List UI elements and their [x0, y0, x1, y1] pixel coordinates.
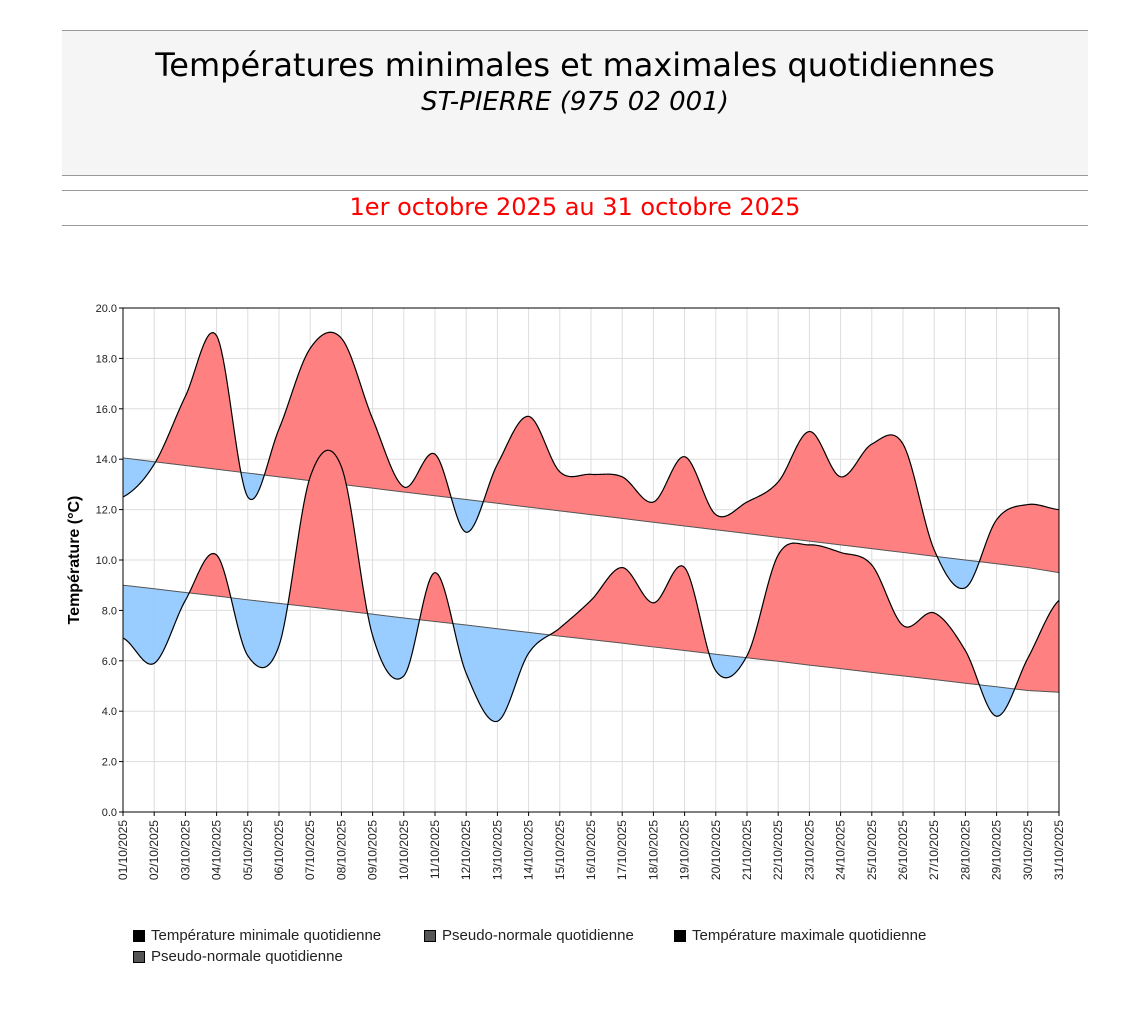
- legend-swatch-min: [133, 929, 145, 942]
- legend-label-min: Température minimale quotidienne: [151, 927, 382, 944]
- x-tick-label: 12/10/2025: [459, 820, 473, 880]
- y-tick-label: 12.0: [96, 505, 117, 517]
- x-tick-label: 23/10/2025: [802, 820, 816, 880]
- x-tick-label: 16/10/2025: [584, 820, 598, 880]
- chart-title: Températures minimales et maximales quot…: [155, 46, 995, 84]
- x-tick-label: 30/10/2025: [1021, 820, 1035, 880]
- y-axis-label: Température (°C): [66, 496, 83, 625]
- period-label: 1er octobre 2025 au 31 octobre 2025: [349, 193, 801, 221]
- x-tick-label: 09/10/2025: [366, 820, 380, 880]
- y-tick-label: 2.0: [102, 757, 117, 769]
- legend-label-max: Température maximale quotidienne: [692, 927, 927, 944]
- x-tick-label: 20/10/2025: [709, 820, 723, 880]
- x-tick-label: 18/10/2025: [646, 820, 660, 880]
- y-tick-label: 10.0: [96, 555, 117, 567]
- legend-item-max: Température maximale quotidienne: [674, 927, 926, 944]
- legend-swatch-normal-min: [424, 929, 436, 942]
- x-tick-label: 27/10/2025: [927, 820, 941, 880]
- period-box: 1er octobre 2025 au 31 octobre 2025: [62, 190, 1088, 226]
- x-tick-label: 11/10/2025: [428, 820, 442, 879]
- y-tick-label: 8.0: [102, 605, 117, 617]
- tmax-line: [122, 331, 1060, 590]
- y-tick-label: 16.0: [96, 404, 117, 416]
- y-tick-label: 18.0: [96, 353, 117, 365]
- x-tick-label: 08/10/2025: [334, 820, 348, 880]
- tmax-normal-line: [122, 457, 1060, 574]
- x-tick-label: 01/10/2025: [116, 820, 130, 880]
- tmin-normal-line: [122, 584, 1060, 693]
- tmin-line: [122, 449, 1060, 723]
- x-tick-label: 19/10/2025: [678, 820, 692, 880]
- x-tick-label: 13/10/2025: [490, 820, 504, 880]
- x-tick-label: 31/10/2025: [1052, 820, 1066, 880]
- x-tick-label: 14/10/2025: [522, 820, 536, 880]
- legend-item-min: Température minimale quotidienne: [133, 927, 381, 944]
- legend-label-normal-min: Pseudo-normale quotidienne: [442, 927, 634, 944]
- x-tick-label: 29/10/2025: [990, 820, 1004, 880]
- y-tick-label: 6.0: [102, 656, 117, 668]
- x-tick-label: 22/10/2025: [771, 820, 785, 880]
- y-tick-label: 14.0: [96, 454, 117, 466]
- x-tick-label: 04/10/2025: [210, 820, 224, 880]
- x-tick-label: 05/10/2025: [241, 820, 255, 880]
- header-box: Températures minimales et maximales quot…: [62, 30, 1088, 176]
- x-tick-label: 24/10/2025: [834, 820, 848, 880]
- x-tick-label: 07/10/2025: [303, 820, 317, 880]
- x-tick-label: 10/10/2025: [397, 820, 411, 880]
- x-tick-label: 06/10/2025: [272, 820, 286, 880]
- x-tick-label: 25/10/2025: [865, 820, 879, 880]
- legend-item-normal-min: Pseudo-normale quotidienne: [424, 927, 634, 944]
- legend-label-normal-max: Pseudo-normale quotidienne: [151, 948, 343, 965]
- legend-item-normal-max: Pseudo-normale quotidienne: [133, 948, 343, 965]
- x-tick-label: 26/10/2025: [896, 820, 910, 880]
- y-tick-label: 0.0: [102, 807, 117, 819]
- x-tick-label: 28/10/2025: [958, 820, 972, 880]
- x-tick-label: 15/10/2025: [553, 820, 567, 880]
- legend-swatch-max: [674, 929, 686, 942]
- y-tick-label: 4.0: [102, 706, 117, 718]
- x-tick-label: 17/10/2025: [615, 820, 629, 880]
- legend-swatch-normal-max: [133, 950, 145, 963]
- station-subtitle: ST-PIERRE (975 02 001): [421, 87, 729, 117]
- x-tick-label: 02/10/2025: [147, 820, 161, 880]
- x-tick-label: 03/10/2025: [178, 820, 192, 880]
- x-tick-label: 21/10/2025: [740, 820, 754, 880]
- y-tick-label: 20.0: [96, 303, 117, 315]
